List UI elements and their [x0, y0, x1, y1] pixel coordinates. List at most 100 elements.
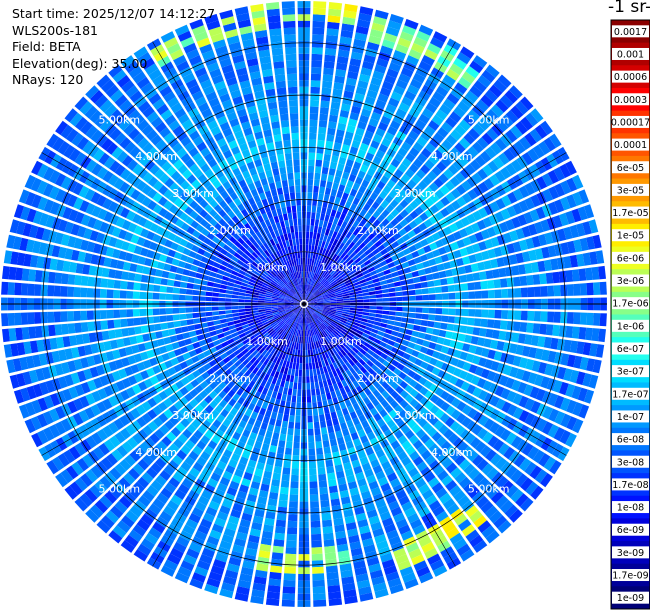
range-gate [363, 299, 370, 303]
range-gate [306, 336, 309, 344]
range-gate [506, 277, 515, 287]
range-gate [360, 282, 368, 287]
range-gate [328, 598, 343, 606]
range-gate [460, 549, 475, 562]
range-gate [73, 358, 83, 371]
range-gate [350, 547, 363, 557]
range-gate [308, 294, 314, 300]
range-gate [447, 365, 456, 375]
ray-33 [304, 304, 605, 358]
range-gate [147, 409, 158, 420]
range-gate [549, 460, 562, 475]
range-gate [42, 257, 52, 270]
range-gate [540, 286, 548, 297]
range-gate [409, 336, 418, 344]
range-gate [108, 236, 118, 247]
range-gate [245, 547, 258, 557]
range-gate [438, 270, 447, 279]
range-gate [266, 276, 273, 282]
range-gate [188, 512, 201, 524]
range-gate [335, 276, 342, 282]
range-gate [313, 415, 319, 423]
range-gate [239, 456, 249, 466]
range-gate [269, 272, 276, 279]
range-gate [468, 254, 477, 264]
range-gate [306, 264, 309, 272]
range-gate [344, 595, 358, 605]
range-gate [127, 327, 136, 336]
ray-29 [304, 281, 607, 304]
range-gate [326, 365, 332, 373]
range-gate [389, 13, 404, 25]
range-gate [327, 472, 336, 481]
range-gate [260, 317, 268, 322]
range-gate [321, 360, 326, 368]
range-gate [419, 275, 427, 282]
range-gate [336, 278, 344, 284]
range-gate [406, 55, 420, 66]
range-gate [20, 312, 29, 325]
range-gate [441, 457, 453, 469]
range-gate [45, 352, 54, 365]
range-gate [309, 494, 319, 502]
range-gate [538, 453, 551, 467]
range-gate [527, 223, 538, 236]
range-gate [474, 290, 482, 299]
range-gate [77, 370, 87, 383]
range-gate [348, 173, 357, 183]
range-gate [221, 260, 229, 267]
range-gate [267, 424, 275, 432]
range-gate [132, 384, 142, 395]
range-gate [471, 243, 481, 253]
range-gate [275, 519, 286, 528]
range-gate [244, 260, 252, 267]
range-gate [520, 287, 528, 298]
range-gate [275, 357, 282, 365]
range-gate [431, 166, 442, 177]
range-gate [210, 565, 225, 576]
range-gate [137, 167, 149, 179]
range-gate [180, 444, 191, 455]
range-gate [308, 435, 315, 443]
range-gate [456, 239, 466, 249]
range-gate [219, 318, 228, 324]
range-gate [540, 120, 553, 135]
range-gate [371, 576, 385, 586]
range-gate [252, 515, 264, 524]
range-gate [344, 200, 352, 209]
range-gate [328, 114, 338, 123]
range-gate [322, 526, 333, 534]
range-gate [534, 374, 544, 387]
range-gate [305, 363, 309, 370]
range-gate [340, 150, 349, 159]
range-gate [233, 283, 241, 289]
range-gate [237, 525, 250, 535]
range-gate [189, 189, 200, 200]
range-gate [146, 249, 155, 259]
range-gate [306, 225, 310, 232]
range-gate [88, 332, 97, 343]
range-gate [264, 305, 272, 307]
range-gate [372, 210, 381, 219]
range-gate [349, 203, 357, 212]
range-gate [362, 269, 370, 276]
range-gate [238, 269, 246, 276]
range-gate [120, 389, 130, 401]
range-gate [334, 315, 342, 319]
range-gate [543, 259, 552, 272]
range-gate [326, 235, 332, 243]
range-gate [306, 369, 310, 377]
range-gate [269, 445, 277, 453]
range-gate [249, 453, 259, 462]
range-gate [194, 394, 204, 404]
range-gate [582, 373, 592, 387]
range-gate [572, 418, 584, 434]
range-gate [485, 146, 497, 159]
range-gate [381, 137, 392, 148]
range-gate [45, 243, 54, 256]
range-gate [341, 244, 348, 252]
range-gate [260, 422, 268, 431]
range-gate [421, 54, 435, 67]
range-gate [474, 231, 484, 242]
range-gate [409, 388, 419, 398]
